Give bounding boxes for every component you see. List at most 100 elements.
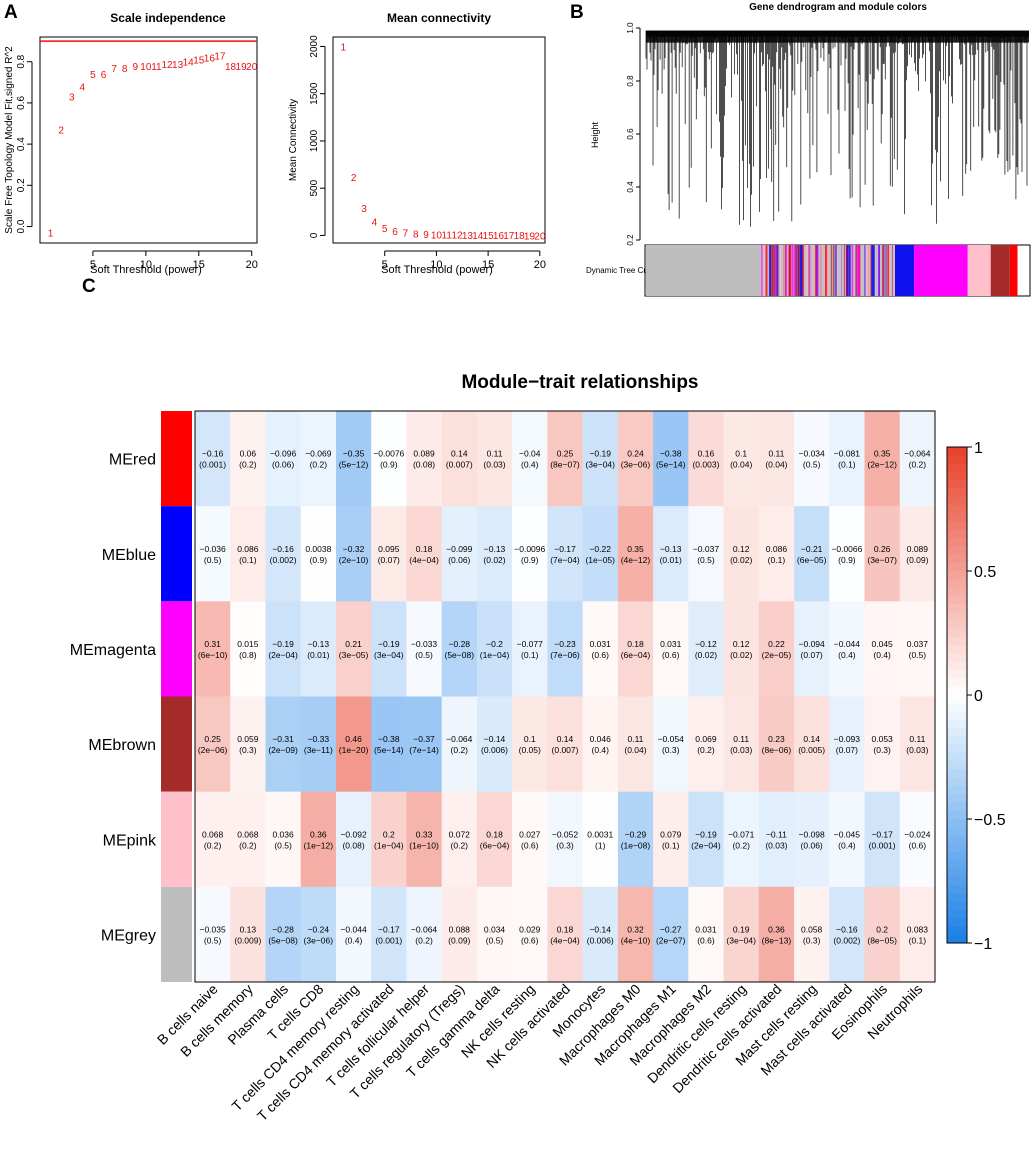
p1-point-label: 14 [183, 58, 195, 69]
heatmap-cell [617, 886, 654, 983]
heatmap-cell [899, 791, 936, 888]
cell-value: 0.11 [768, 449, 784, 459]
cell-pvalue: (0.1) [838, 460, 856, 470]
cell-value: −0.098 [799, 829, 826, 839]
legend-swatch [947, 794, 967, 803]
cell-pvalue: (4e−04) [409, 555, 439, 565]
heatmap-cell [335, 506, 372, 602]
cell-value: 0.031 [660, 639, 682, 649]
cell-pvalue: (0.1) [521, 650, 539, 660]
cell-pvalue: (0.02) [483, 555, 505, 565]
p1-point-label: 7 [111, 64, 117, 75]
heatmap-cell [794, 696, 830, 793]
p1-x-tick-label: 15 [193, 259, 205, 271]
cell-value: −0.38 [378, 734, 400, 744]
cell-pvalue: (0.8) [239, 650, 257, 660]
scale-independence-plot: Scale independence Soft Threshold (power… [4, 11, 258, 276]
cell-pvalue: (0.07) [836, 745, 858, 755]
cell-pvalue: (0.2) [732, 840, 750, 850]
legend-swatch [947, 835, 967, 845]
module-color-stripe [843, 245, 845, 296]
p1-title: Scale independence [110, 11, 226, 25]
heatmap-cell [723, 696, 760, 793]
cell-value: −0.19 [272, 639, 294, 649]
cell-pvalue: (0.005) [798, 745, 825, 755]
heatmap-cell [335, 411, 372, 507]
cell-value: −0.045 [834, 829, 861, 839]
heatmap-cell [512, 696, 548, 793]
heatmap-cell [195, 411, 231, 507]
cell-pvalue: (1e−04) [374, 840, 404, 850]
cell-value: −0.33 [308, 734, 330, 744]
heatmap-cell [406, 411, 443, 507]
cell-value: 0.46 [345, 734, 362, 744]
p2-point-label: 1 [341, 42, 347, 53]
cell-value: −0.17 [554, 544, 576, 554]
p2-point-label: 12 [452, 231, 464, 242]
heatmap-cell [230, 506, 266, 602]
module-color-stripe [802, 245, 804, 296]
heatmap-cell [653, 411, 689, 507]
heatmap-cell [582, 791, 619, 888]
legend-swatch [947, 810, 967, 820]
module-color-strip [161, 601, 192, 697]
heatmap-cell [406, 601, 443, 697]
cell-value: 0.26 [874, 544, 891, 554]
legend-swatch [947, 661, 967, 671]
cell-pvalue: (0.2) [451, 840, 469, 850]
dendrogram-title: Gene dendrogram and module colors [749, 2, 927, 13]
legend-swatch [947, 711, 967, 721]
cell-pvalue: (3e−05) [339, 650, 369, 660]
module-color-stripe [774, 245, 777, 296]
cell-pvalue: (4e−12) [621, 555, 651, 565]
cell-pvalue: (0.5) [697, 555, 715, 565]
cell-pvalue: (0.03) [906, 745, 928, 755]
module-color-strip [161, 506, 192, 602]
heatmap-frame [194, 410, 936, 983]
cell-pvalue: (1e−05) [585, 555, 615, 565]
dendro-y-tick-label: 0.6 [626, 128, 635, 140]
legend-swatch [947, 587, 967, 597]
cell-value: −0.077 [517, 639, 544, 649]
module-color-stripe [796, 245, 798, 296]
module-color-stripe [857, 245, 860, 296]
heatmap-cell [300, 411, 337, 507]
cell-value: 0.36 [310, 829, 327, 839]
cell-value: 0.015 [237, 639, 259, 649]
module-color-stripe [783, 245, 785, 296]
cell-value: −0.093 [834, 734, 861, 744]
module-color-stripe [832, 245, 835, 296]
cell-value: −0.19 [378, 639, 400, 649]
cell-value: 0.059 [237, 734, 259, 744]
heatmap-cell [653, 696, 689, 793]
legend-swatch [947, 934, 967, 944]
dendro-y-tick-label: 0.8 [626, 75, 635, 87]
cell-pvalue: (1e−12) [304, 840, 334, 850]
heatmap-cell [512, 411, 548, 507]
legend-swatch [947, 488, 967, 498]
heatmap-cell [582, 696, 619, 793]
module-color-strip [161, 411, 192, 507]
cell-pvalue: (2e−05) [762, 650, 792, 660]
heatmap-cell [688, 601, 724, 697]
p1-point-label: 2 [58, 126, 64, 137]
heatmap-cell [864, 886, 901, 983]
cell-value: −0.38 [660, 449, 682, 459]
cell-pvalue: (0.4) [838, 650, 856, 660]
p2-point-label: 2 [351, 173, 357, 184]
cell-value: −0.064 [411, 924, 438, 934]
heatmap-cell [265, 696, 302, 793]
cell-value: −0.034 [799, 449, 826, 459]
heatmap-cell [829, 791, 865, 888]
legend-swatch [947, 744, 967, 754]
cell-value: −0.094 [799, 639, 826, 649]
cell-value: −0.16 [272, 544, 294, 554]
cell-pvalue: (0.08) [413, 460, 435, 470]
cell-pvalue: (0.05) [519, 745, 541, 755]
legend-swatch [947, 901, 967, 911]
heatmap-cell [758, 601, 795, 697]
legend-swatch [947, 612, 967, 622]
cell-pvalue: (0.5) [204, 555, 222, 565]
legend-swatch [947, 769, 967, 779]
heatmap-cell [758, 506, 795, 602]
